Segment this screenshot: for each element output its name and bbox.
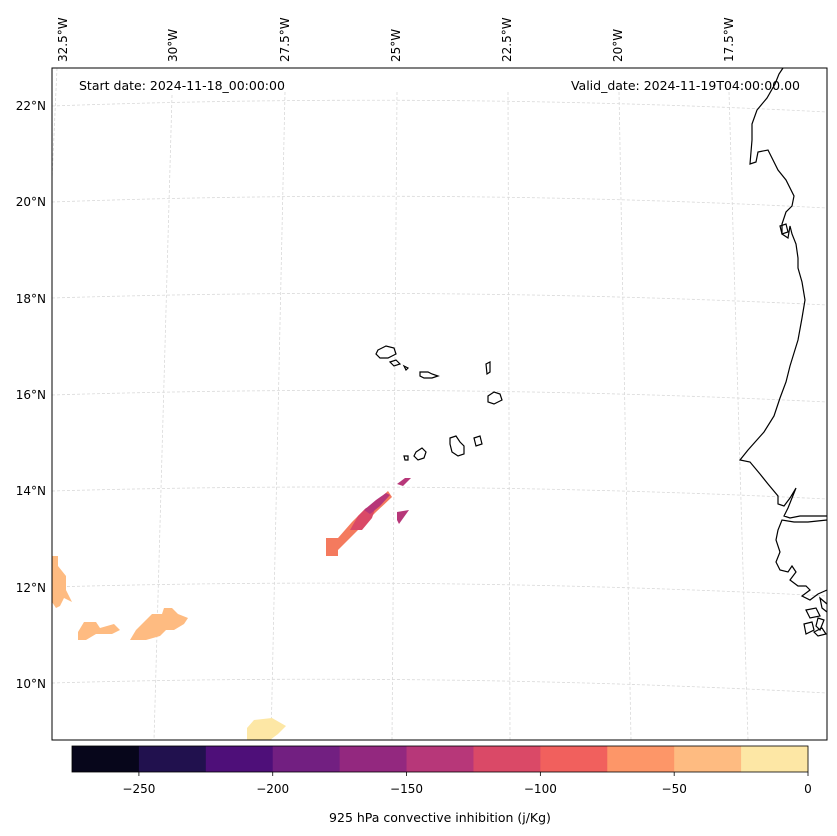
colorbar-tick-label: −250 [122,782,155,796]
meridian-20w [618,91,632,741]
meridian-32-5w [51,67,58,181]
contour-patch-west-edge [52,556,72,608]
start-date-label: Start date: 2024-11-18_00:00:00 [79,78,285,93]
lat-label: 12°N [16,581,46,595]
cin-contours [52,478,411,740]
coastline-bissagos-4 [812,627,827,637]
colorbar-tick-label: 0 [804,782,812,796]
lat-label: 22°N [16,99,46,113]
colorbar-ticks: −250 −200 −150 −100 −50 0 [122,782,811,796]
meridian-27-5w [270,91,286,741]
island-santiago [449,435,465,457]
colorbar-segment [607,746,675,772]
island-brava [403,455,409,461]
colorbar-segment [72,746,140,772]
coastline-gambia-south [775,519,828,601]
lat-label: 20°N [16,195,46,209]
colorbar-tick-label: −200 [256,782,289,796]
lon-label: 17.5°W [722,17,736,62]
lat-label: 14°N [16,484,46,498]
coastline-bissagos-2 [803,621,815,635]
contour-patch-west-band-1 [78,622,120,640]
gridlines [51,67,828,741]
meridian-17-5w [728,91,749,741]
meridian-22-5w [507,91,511,741]
lon-label: 32.5°W [56,17,70,62]
coastline-island-east-small [779,223,789,235]
island-sal [485,361,491,376]
lat-label: 18°N [16,292,46,306]
colorbar-segment [741,746,809,772]
parallel-12n [51,582,828,597]
colorbar-segment [339,746,408,772]
island-fogo [413,447,427,461]
lon-label: 22.5°W [500,17,514,62]
colorbar-segment [272,746,341,772]
island-sao-vicente [388,359,402,367]
map-border [51,67,828,741]
island-maio [473,435,483,447]
parallel-18n [51,292,828,306]
parallel-16n [51,389,828,403]
lat-label: 10°N [16,677,46,691]
colorbar-segment [406,746,474,772]
colorbar-segment [674,746,742,772]
colorbar [71,745,809,776]
map-frame [52,68,827,740]
colorbar-segment [473,746,541,772]
parallel-20n [51,195,828,209]
lon-label: 25°W [389,29,403,62]
island-sao-nicolau [419,371,440,379]
latitude-labels: 22°N 20°N 18°N 16°N 14°N 12°N 10°N [16,99,46,691]
map-background [52,68,827,740]
meridian-25w [391,91,398,741]
colorbar-segment [540,746,608,772]
parallel-10n [51,678,828,694]
coastlines [375,67,828,637]
island-santo-antao [375,345,397,359]
island-boa-vista [487,391,503,405]
parallel-14n [51,486,828,500]
colorbar-label: 925 hPa convective inhibition (j/Kg) [329,810,551,825]
lon-label: 27.5°W [278,17,292,62]
colorbar-segment [138,746,207,772]
contour-patch-sliver-south [397,510,409,524]
island-santa-luzia [402,364,410,372]
contour-patch-central-dark [364,493,390,514]
colorbar-segment [205,746,274,772]
colorbar-tick-label: −50 [662,782,687,796]
coastline-bissagos-1 [805,607,821,619]
colorbar-tick-label: −150 [390,782,423,796]
contour-patch-south [247,718,286,740]
african-coastline [738,67,827,519]
coastline-guinea [819,596,828,613]
lon-label: 30°W [166,29,180,62]
valid-date-label: Valid_date: 2024-11-19T04:00:00.00 [571,78,800,93]
colorbar-tick-label: −100 [524,782,557,796]
colorbar-border [71,745,809,773]
lon-label: 20°W [611,29,625,62]
coastline-bissagos-3 [815,617,825,632]
contour-patch-west-band-2 [130,608,188,640]
contour-patch-sliver-north [397,478,411,486]
longitude-labels: 32.5°W 30°W 27.5°W 25°W 22.5°W 20°W 17.5… [56,17,736,62]
parallel-22n [51,99,828,113]
lat-label: 16°N [16,388,46,402]
